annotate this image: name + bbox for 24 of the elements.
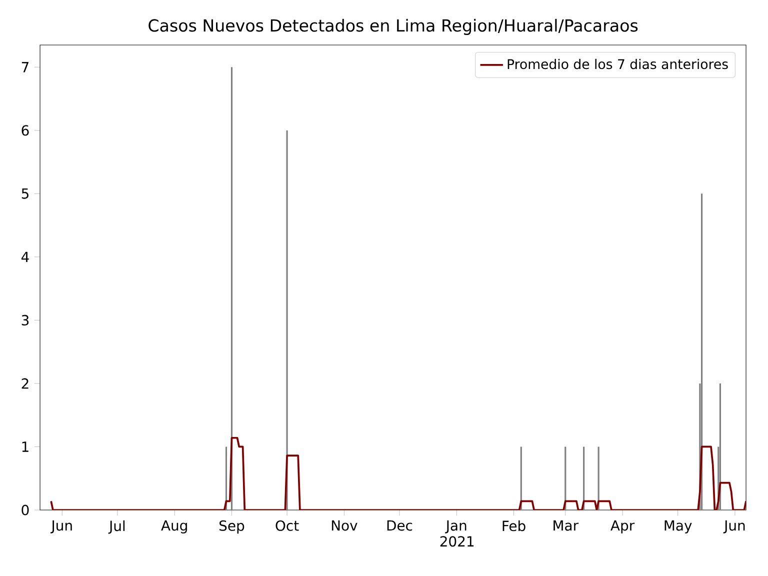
- y-tick-label: 2: [22, 378, 28, 389]
- x-tick-label: Jan 2021: [440, 520, 474, 547]
- x-tick-label: Nov: [332, 520, 358, 531]
- y-tick-label: 4: [21, 252, 29, 262]
- x-tick-label: Apr: [610, 520, 635, 534]
- x-tick-label: Mar: [554, 520, 579, 531]
- y-tick-label: 3: [22, 314, 29, 326]
- y-tick-label: 5: [22, 188, 28, 199]
- x-tick-label: Jun: [50, 520, 72, 534]
- y-tick-label: 7: [22, 62, 28, 72]
- chart-title: Casos Nuevos Detectados en Lima Region/Huaral/Pacaraos: [148, 18, 638, 35]
- x-tick-label: Dec: [387, 520, 412, 531]
- y-tick-label: 1: [22, 442, 28, 452]
- x-tick-label: Feb: [502, 520, 526, 532]
- x-tick-label: Sep: [220, 520, 244, 534]
- x-tick-label: Aug: [161, 520, 187, 534]
- line-series: [50, 436, 746, 510]
- y-tick-label: 0: [22, 504, 29, 516]
- x-tick-label: Jun: [723, 520, 745, 534]
- y-tick-label: 6: [22, 125, 29, 136]
- x-tick-label: May: [664, 520, 692, 534]
- x-tick-label: Oct: [276, 520, 299, 531]
- x-tick-label: Jul: [108, 520, 125, 534]
- legend-label: Promedio de los 7 dias anteriores: [508, 58, 728, 70]
